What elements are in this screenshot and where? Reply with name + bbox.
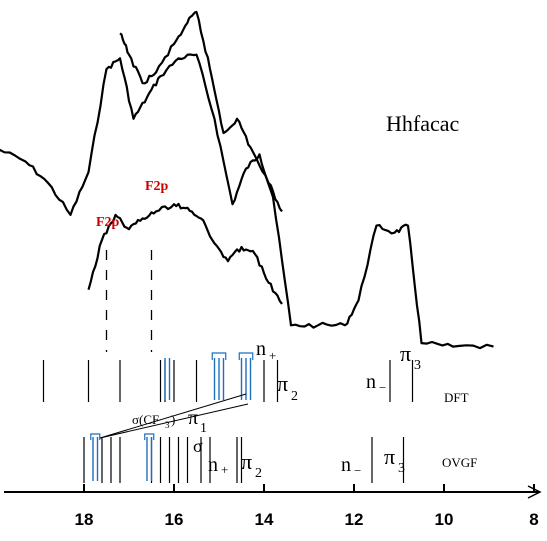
sigma-cf3-close: ) (171, 412, 175, 427)
dft-bracket-2 (238, 352, 254, 360)
sigma-label: σ (193, 436, 203, 456)
spectrum-line-3 (87, 202, 283, 305)
spectrum-curves (0, 10, 494, 350)
pi2-label-2: π (241, 449, 252, 474)
f2p-label: F2p (145, 179, 169, 194)
x-ticks: 18 16 14 12 10 8 (75, 484, 539, 529)
x-tick-label: 12 (345, 510, 364, 529)
pi3-sub-2: 3 (398, 461, 405, 476)
dashed-markers (105, 250, 153, 352)
pi1-label: π (188, 407, 198, 429)
n-plus-sub-2: + (221, 462, 228, 477)
guide-line (99, 403, 249, 439)
x-tick-label: 16 (165, 510, 184, 529)
n-minus-sub: − (379, 380, 386, 395)
pi1-sub: 1 (200, 421, 207, 436)
ovgf-bars (83, 433, 405, 483)
pi3-label: π (400, 341, 411, 366)
ovgf-label: OVGF (442, 455, 477, 470)
x-tick-label: 10 (435, 510, 454, 529)
x-axis-arrow-icon (527, 485, 542, 499)
n-minus-label: n (366, 371, 376, 393)
x-tick-label: 18 (75, 510, 94, 529)
pi3-sub: 3 (414, 358, 421, 373)
ovgf-bracket-1 (90, 433, 101, 440)
n-minus-sub-2: − (354, 463, 361, 478)
dft-bracket-1 (211, 352, 227, 360)
spectrum-line-1 (0, 53, 494, 350)
n-plus-label-2: n (208, 454, 218, 476)
spectrum-line-2 (119, 10, 283, 213)
f2p-label: F2p (96, 215, 120, 230)
sigma-cf3-sub: 3 (165, 420, 170, 430)
pi2-label: π (277, 371, 288, 396)
n-minus-label-2: n (341, 454, 351, 476)
ovgf-bracket-2 (144, 433, 155, 440)
dft-label: DFT (444, 390, 469, 405)
sigma-cf3-label: σ(CF (132, 412, 159, 427)
pi2-sub: 2 (291, 389, 298, 404)
dft-bars (42, 352, 414, 402)
x-tick-label: 14 (255, 510, 274, 529)
n-plus-sub: + (269, 348, 276, 363)
guide-line (99, 393, 247, 439)
n-plus-label: n (256, 338, 266, 360)
x-tick-label: 8 (529, 510, 538, 529)
chart-title: Hhfacac (386, 111, 460, 136)
pi2-sub-2: 2 (255, 466, 262, 481)
pi3-label-2: π (384, 444, 395, 469)
